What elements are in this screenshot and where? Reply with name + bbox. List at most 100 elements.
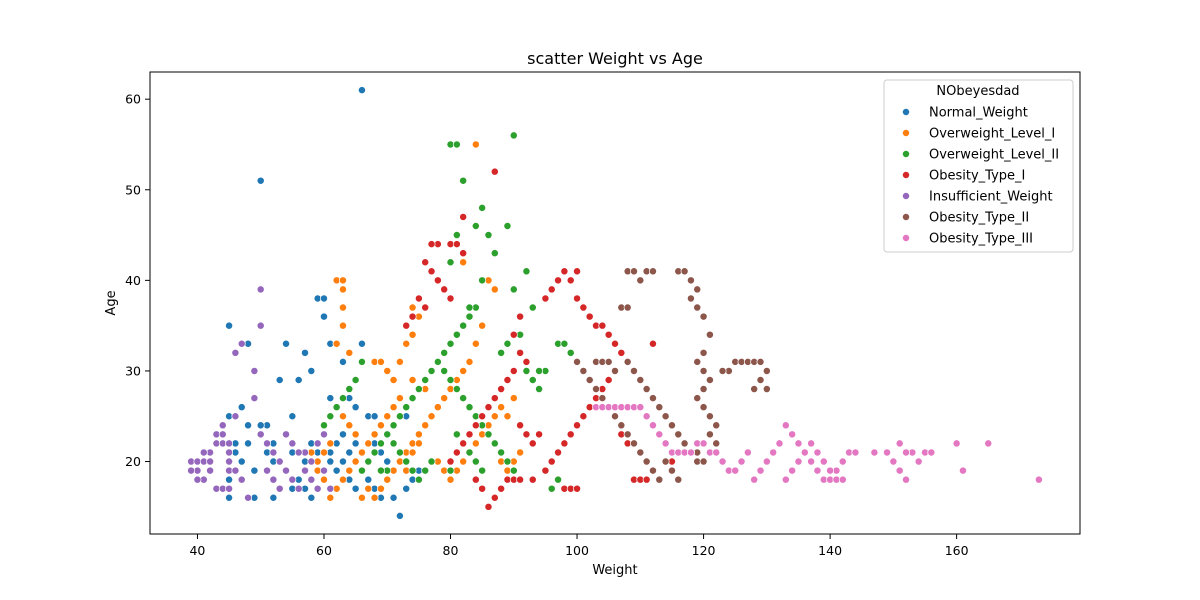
data-point: [756, 357, 765, 366]
data-point: [661, 439, 670, 448]
data-point: [452, 240, 461, 249]
data-point: [237, 339, 246, 348]
data-point: [471, 457, 480, 466]
data-point: [452, 430, 461, 439]
data-point: [282, 430, 290, 439]
data-point: [440, 348, 449, 357]
data-point: [408, 394, 417, 403]
data-point: [927, 448, 936, 457]
data-point: [225, 493, 234, 502]
data-point: [395, 412, 404, 421]
data-point: [509, 285, 518, 294]
data-point: [282, 466, 290, 475]
data-point: [402, 484, 411, 493]
data-point: [516, 421, 525, 430]
data-point: [345, 385, 354, 394]
data-point: [244, 493, 253, 502]
data-point: [528, 475, 537, 484]
data-point: [231, 348, 240, 357]
data-point: [560, 439, 569, 448]
data-point: [275, 457, 284, 466]
data-point: [497, 448, 506, 457]
data-point: [699, 457, 708, 466]
data-point: [459, 176, 468, 185]
data-point: [446, 339, 455, 348]
data-point: [433, 357, 442, 366]
data-point: [263, 466, 271, 475]
data-point: [471, 475, 480, 484]
data-point: [535, 430, 544, 439]
data-point: [807, 439, 816, 448]
data-point: [389, 493, 398, 502]
data-point: [623, 357, 632, 366]
data-point: [225, 439, 234, 448]
data-point: [750, 385, 759, 394]
data-point: [320, 294, 328, 303]
data-point: [250, 466, 259, 475]
data-point: [895, 466, 904, 475]
data-point: [813, 448, 822, 457]
data-point: [364, 484, 373, 493]
data-point: [256, 321, 265, 330]
data-point: [554, 276, 563, 285]
data-point: [326, 493, 335, 502]
data-point: [332, 403, 341, 412]
data-point: [497, 348, 506, 357]
data-point: [256, 285, 265, 294]
data-point: [503, 376, 512, 384]
data-point: [490, 167, 499, 176]
data-point: [471, 140, 480, 149]
data-point: [547, 484, 556, 493]
data-point: [630, 267, 638, 276]
data-point: [383, 475, 392, 484]
data-point: [573, 484, 581, 493]
x-axis: 40 60 80 100 120 140 160: [189, 534, 969, 558]
data-point: [421, 376, 430, 384]
data-point: [851, 448, 860, 457]
data-point: [680, 439, 689, 448]
data-point: [414, 439, 423, 448]
data-point: [642, 475, 651, 484]
data-point: [611, 412, 619, 421]
legend-marker: [902, 171, 910, 179]
data-point: [339, 285, 347, 294]
data-point: [547, 457, 556, 466]
data-point: [408, 376, 417, 384]
data-point: [762, 385, 771, 394]
data-point: [503, 457, 512, 466]
data-point: [699, 439, 708, 448]
data-point: [364, 457, 373, 466]
data-point: [294, 484, 303, 493]
legend-label: Obesity_Type_II: [929, 211, 1029, 226]
data-point: [611, 366, 619, 375]
data-point: [320, 312, 328, 321]
data-point: [402, 457, 411, 466]
data-point: [800, 448, 809, 457]
data-point: [693, 394, 702, 403]
data-point: [408, 303, 417, 312]
data-point: [383, 366, 392, 375]
data-point: [288, 439, 297, 448]
data-point: [573, 267, 581, 276]
data-point: [699, 385, 708, 394]
data-point: [446, 258, 455, 267]
data-point: [395, 394, 404, 403]
data-point: [509, 466, 518, 475]
data-point: [345, 421, 354, 430]
data-point: [440, 285, 449, 294]
data-point: [554, 475, 563, 484]
data-point: [446, 294, 455, 303]
series-obesity-type-iii: [592, 403, 1043, 484]
data-point: [414, 385, 423, 394]
data-point: [326, 439, 335, 448]
data-point: [541, 294, 550, 303]
data-point: [433, 276, 442, 285]
data-point: [459, 394, 468, 403]
data-point: [579, 412, 588, 421]
data-point: [364, 475, 373, 484]
data-point: [339, 321, 347, 330]
data-point: [478, 321, 487, 330]
data-point: [206, 457, 215, 466]
data-point: [288, 412, 297, 421]
legend-label: Overweight_Level_I: [929, 127, 1055, 142]
